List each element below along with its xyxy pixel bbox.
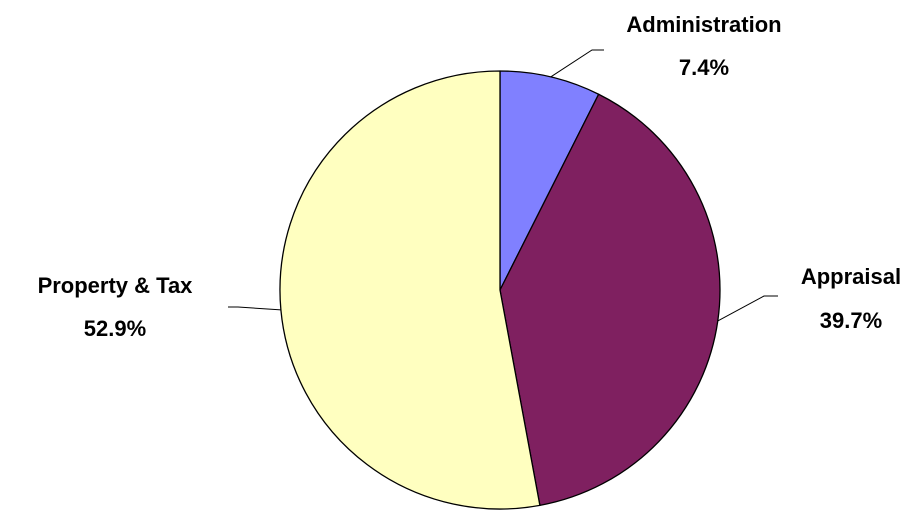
slice-label-property-tax: Property & Tax (38, 273, 194, 298)
pie-slice-administration (499, 70, 600, 291)
leader-line-appraisal (717, 295, 778, 322)
slice-labels: Administration 7.4% Appraisal 39.7% Prop… (38, 12, 902, 341)
slice-label-appraisal: Appraisal (801, 264, 901, 289)
pie-slices (279, 70, 721, 510)
slice-value-property-tax: 52.9% (84, 316, 146, 341)
leader-lines (228, 49, 778, 322)
slice-value-administration: 7.4% (679, 55, 729, 80)
leader-line-property-tax (228, 306, 281, 311)
slice-value-appraisal: 39.7% (820, 308, 882, 333)
slice-label-administration: Administration (626, 12, 781, 37)
leader-line-administration (550, 49, 604, 78)
pie-slice-appraisal (499, 93, 721, 507)
